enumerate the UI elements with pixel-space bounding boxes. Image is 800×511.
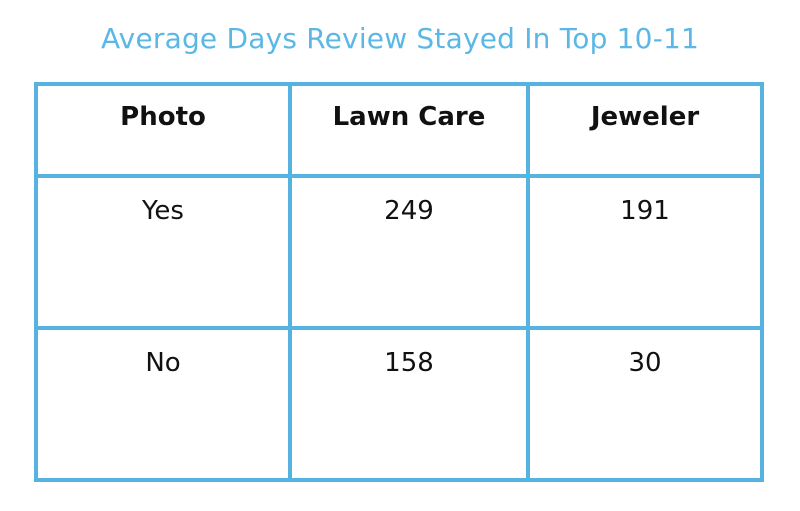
row-label-no: No xyxy=(34,326,292,482)
row-label-yes: Yes xyxy=(34,174,292,330)
cell-no-lawn-care: 158 xyxy=(288,326,530,482)
column-header-jeweler: Jeweler xyxy=(526,82,764,178)
data-table: Photo Lawn Care Jeweler Yes 249 191 No 1… xyxy=(34,82,764,482)
table-row: Yes 249 191 xyxy=(34,174,764,330)
cell-yes-lawn-care: 249 xyxy=(288,174,530,330)
table-title: Average Days Review Stayed In Top 10-11 xyxy=(100,22,700,55)
header-row: Photo Lawn Care Jeweler xyxy=(34,82,764,178)
cell-no-jeweler: 30 xyxy=(526,326,764,482)
cell-yes-jeweler: 191 xyxy=(526,174,764,330)
column-header-lawn-care: Lawn Care xyxy=(288,82,530,178)
column-header-photo: Photo xyxy=(34,82,292,178)
table-row: No 158 30 xyxy=(34,326,764,482)
